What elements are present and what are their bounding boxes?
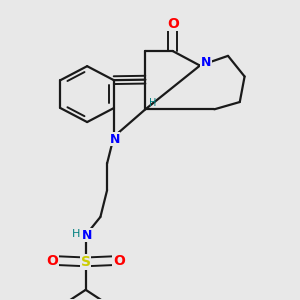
Text: O: O — [113, 254, 125, 268]
Text: O: O — [167, 16, 179, 31]
Text: N: N — [201, 56, 211, 69]
Text: N: N — [82, 229, 92, 242]
Text: S: S — [81, 255, 91, 269]
Text: H: H — [72, 229, 80, 239]
Text: O: O — [46, 254, 58, 268]
Text: N: N — [110, 133, 120, 146]
Text: H: H — [149, 98, 157, 108]
